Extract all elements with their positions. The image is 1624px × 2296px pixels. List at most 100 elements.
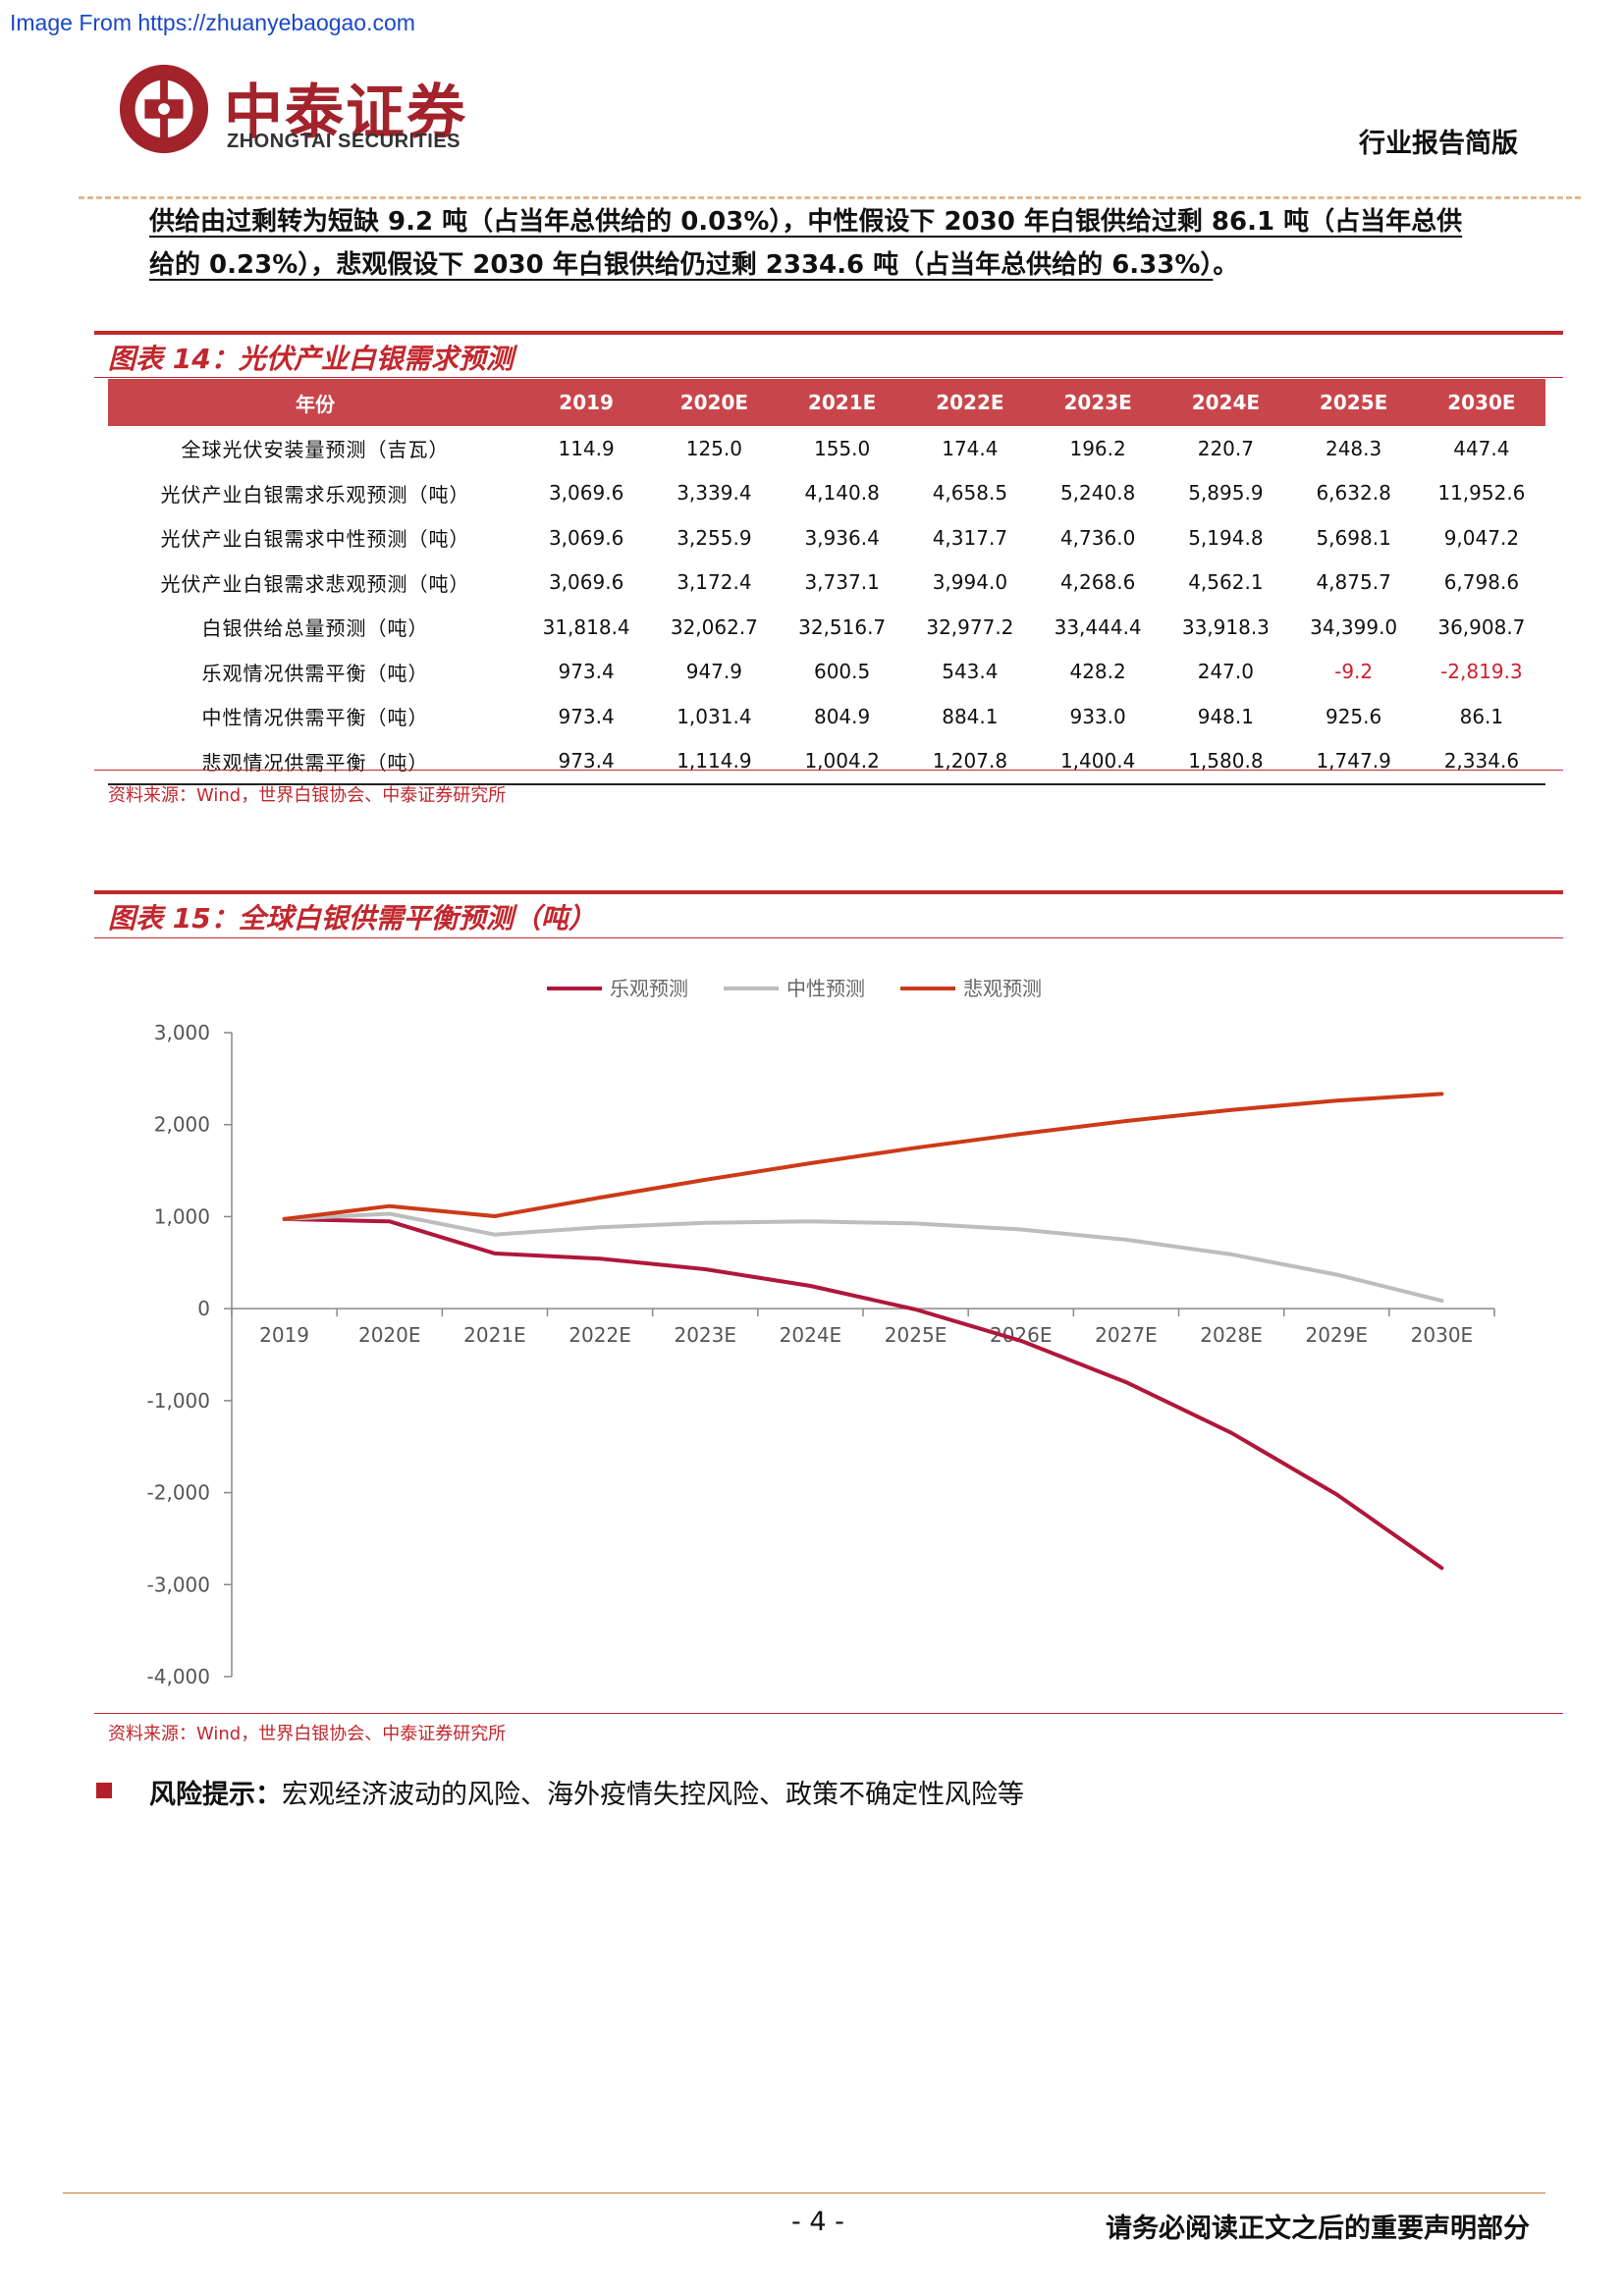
table-row: 白银供给总量预测（吨） 31,818.4 32,062.7 32,516.7 32,97… [108,605,1545,650]
risk-note: 风险提示：宏观经济波动的风险、海外疫情失控风险、政策不确定性风险等 [149,1773,1024,1811]
figure14-top-rule [94,331,1563,335]
figure14-title: 图表 14：光伏产业白银需求预测 [108,343,514,375]
series-line-2 [282,1211,1444,1304]
table-cell: 543.4 [942,660,999,684]
risk-text: 宏观经济波动的风险、海外疫情失控风险、政策不确定性风险等 [282,1780,1024,1810]
y-tick-label: -1,000 [147,1389,210,1413]
table-cell: 5,895.9 [1188,481,1264,506]
table-cell: 1,031.4 [677,704,752,728]
x-tick-label: 2020E [358,1323,421,1347]
table-cell: 4,268.6 [1059,570,1136,595]
x-tick-label: 2030E [1411,1323,1474,1347]
table-header-cell: 2023E [1034,379,1163,426]
table-header-row: 年份 2019 2020E 2021E 2022E 2023E 2024E 20… [108,379,1545,426]
table-cell: 247.0 [1197,660,1254,684]
table-cell: 428.2 [1069,660,1126,684]
watermark-link[interactable]: Image From https://zhuanyebaogao.com [10,10,415,35]
table-cell: 6,798.6 [1443,570,1520,595]
table-cell: 220.7 [1197,436,1254,460]
table-cell: 5,240.8 [1059,481,1136,506]
table-cell: 973.4 [522,738,651,785]
table-cell: 4,736.0 [1059,525,1136,550]
table-cell: 33,918.3 [1181,614,1270,639]
legend-label: 乐观预测 [610,977,688,1000]
table-cell: 3,994.0 [932,570,1008,595]
table-cell: 3,339.4 [677,481,752,506]
table-cell: 248.3 [1325,436,1382,460]
table-cell: 196.2 [1069,436,1126,460]
table-row: 全球光伏安装量预测（吉瓦） 114.9 125.0 155.0 174.4 196.2 22… [108,426,1545,471]
table-header-cell: 2019 [522,379,651,426]
table-row-label: 光伏产业白银需求悲观预测（吨） [160,571,470,596]
table-header-cell: 2030E [1417,379,1545,426]
table-cell: 4,140.8 [804,481,880,506]
table-header-cell: 2021E [778,379,906,426]
logo-chinese-name: 中泰证券 [224,79,467,147]
table-cell: 973.4 [558,660,615,684]
table-header-cell: 2022E [905,379,1034,426]
table-header-cell: 2020E [650,379,779,426]
table-row: 中性情况供需平衡（吨） 973.4 1,031.4 804.9 884.1 933.0 94… [108,694,1545,739]
table-cell: -2,819.3 [1440,660,1523,684]
table-row-label: 光伏产业白银需求乐观预测（吨） [160,482,470,507]
intro-line-2-text: 给的 0.23%），悲观假设下 2030 年白银供给仍过剩 2334.6 吨（占… [149,250,1214,280]
x-tick-label: 2019 [259,1323,309,1347]
disclaimer-note: 请务必阅读正文之后的重要声明部分 [1106,2214,1530,2244]
table-cell: 884.1 [942,704,999,728]
x-tick-label: 2023E [674,1323,736,1347]
table-row-label: 中性情况供需平衡（吨） [201,706,429,730]
table-cell: 947.9 [685,660,742,684]
table-cell: 3,737.1 [804,570,880,595]
company-logo [116,61,212,157]
figure15-title-rule [94,937,1563,938]
table-row-label: 乐观情况供需平衡（吨） [201,661,429,685]
table-row: 光伏产业白银需求乐观预测（吨） 3,069.6 3,339.4 4,140.8 4,65… [108,471,1545,516]
table-cell: 31,818.4 [542,614,630,639]
legend-label: 中性预测 [786,977,865,1000]
table-cell: 9,047.2 [1443,525,1520,550]
y-tick-label: 0 [197,1297,210,1320]
table-cell: 933.0 [1069,704,1126,728]
table-row-label: 全球光伏安装量预测（吉瓦） [181,438,450,462]
table-cell: 948.1 [1197,704,1254,728]
x-tick-label: 2027E [1095,1323,1158,1347]
table-row-label: 白银供给总量预测（吨） [201,616,429,641]
table-cell: 125.0 [685,436,742,460]
x-tick-label: 2028E [1200,1323,1263,1347]
table-row-label: 光伏产业白银需求中性预测（吨） [160,527,470,552]
y-tick-label: -4,000 [147,1665,210,1688]
table-cell: 1,004.2 [778,738,906,785]
figure15-title: 图表 15：全球白银供需平衡预测（吨） [108,902,596,934]
footer-divider [63,2192,1545,2194]
figure14-bottom-rule [94,770,1563,771]
table-cell: 1,114.9 [650,738,779,785]
y-tick-label: 1,000 [154,1204,210,1228]
table-header-cell: 年份 [108,379,522,426]
table-cell: 4,562.1 [1188,570,1264,595]
table-cell: 2,334.6 [1417,738,1545,785]
table-cell: 32,062.7 [670,614,758,639]
table-cell: 33,444.4 [1054,614,1142,639]
table-cell: 3,069.6 [548,481,624,506]
table-cell: 6,632.8 [1316,481,1391,506]
table-cell: 3,936.4 [804,525,880,550]
table-cell: 114.9 [558,436,615,460]
intro-line-1-text: 供给由过剩转为短缺 9.2 吨（占当年总供给的 0.03%），中性假设下 203… [149,207,1463,237]
legend-label: 悲观预测 [963,977,1042,1000]
table-cell: 1,580.8 [1162,738,1290,785]
table-header-cell: 2025E [1289,379,1418,426]
supply-demand-balance-chart: 3,000 2,000 1,000 0 -1,000 -2,000 -3,000 -4,000… [147,977,1495,1688]
table-row: 乐观情况供需平衡（吨） 973.4 947.9 600.5 543.4 428.2 247.… [108,650,1545,695]
table-cell: 86.1 [1459,704,1504,728]
table-cell: 3,255.9 [677,525,752,550]
table-cell: 3,069.6 [548,525,624,550]
table-cell: -9.2 [1334,660,1374,684]
table-row: 光伏产业白银需求中性预测（吨） 3,069.6 3,255.9 3,936.4 4,31… [108,515,1545,561]
y-tick-label: 2,000 [154,1113,210,1137]
bullet-square-icon [96,1783,112,1798]
series-line-1 [282,1216,1444,1571]
series-line-3 [282,1092,1444,1221]
logo-english-name: ZHONGTAI SECURITIES [227,131,461,152]
intro-line-1: 供给由过剩转为短缺 9.2 吨（占当年总供给的 0.03%），中性假设下 203… [149,200,1563,243]
x-tick-label: 2022E [568,1323,631,1347]
